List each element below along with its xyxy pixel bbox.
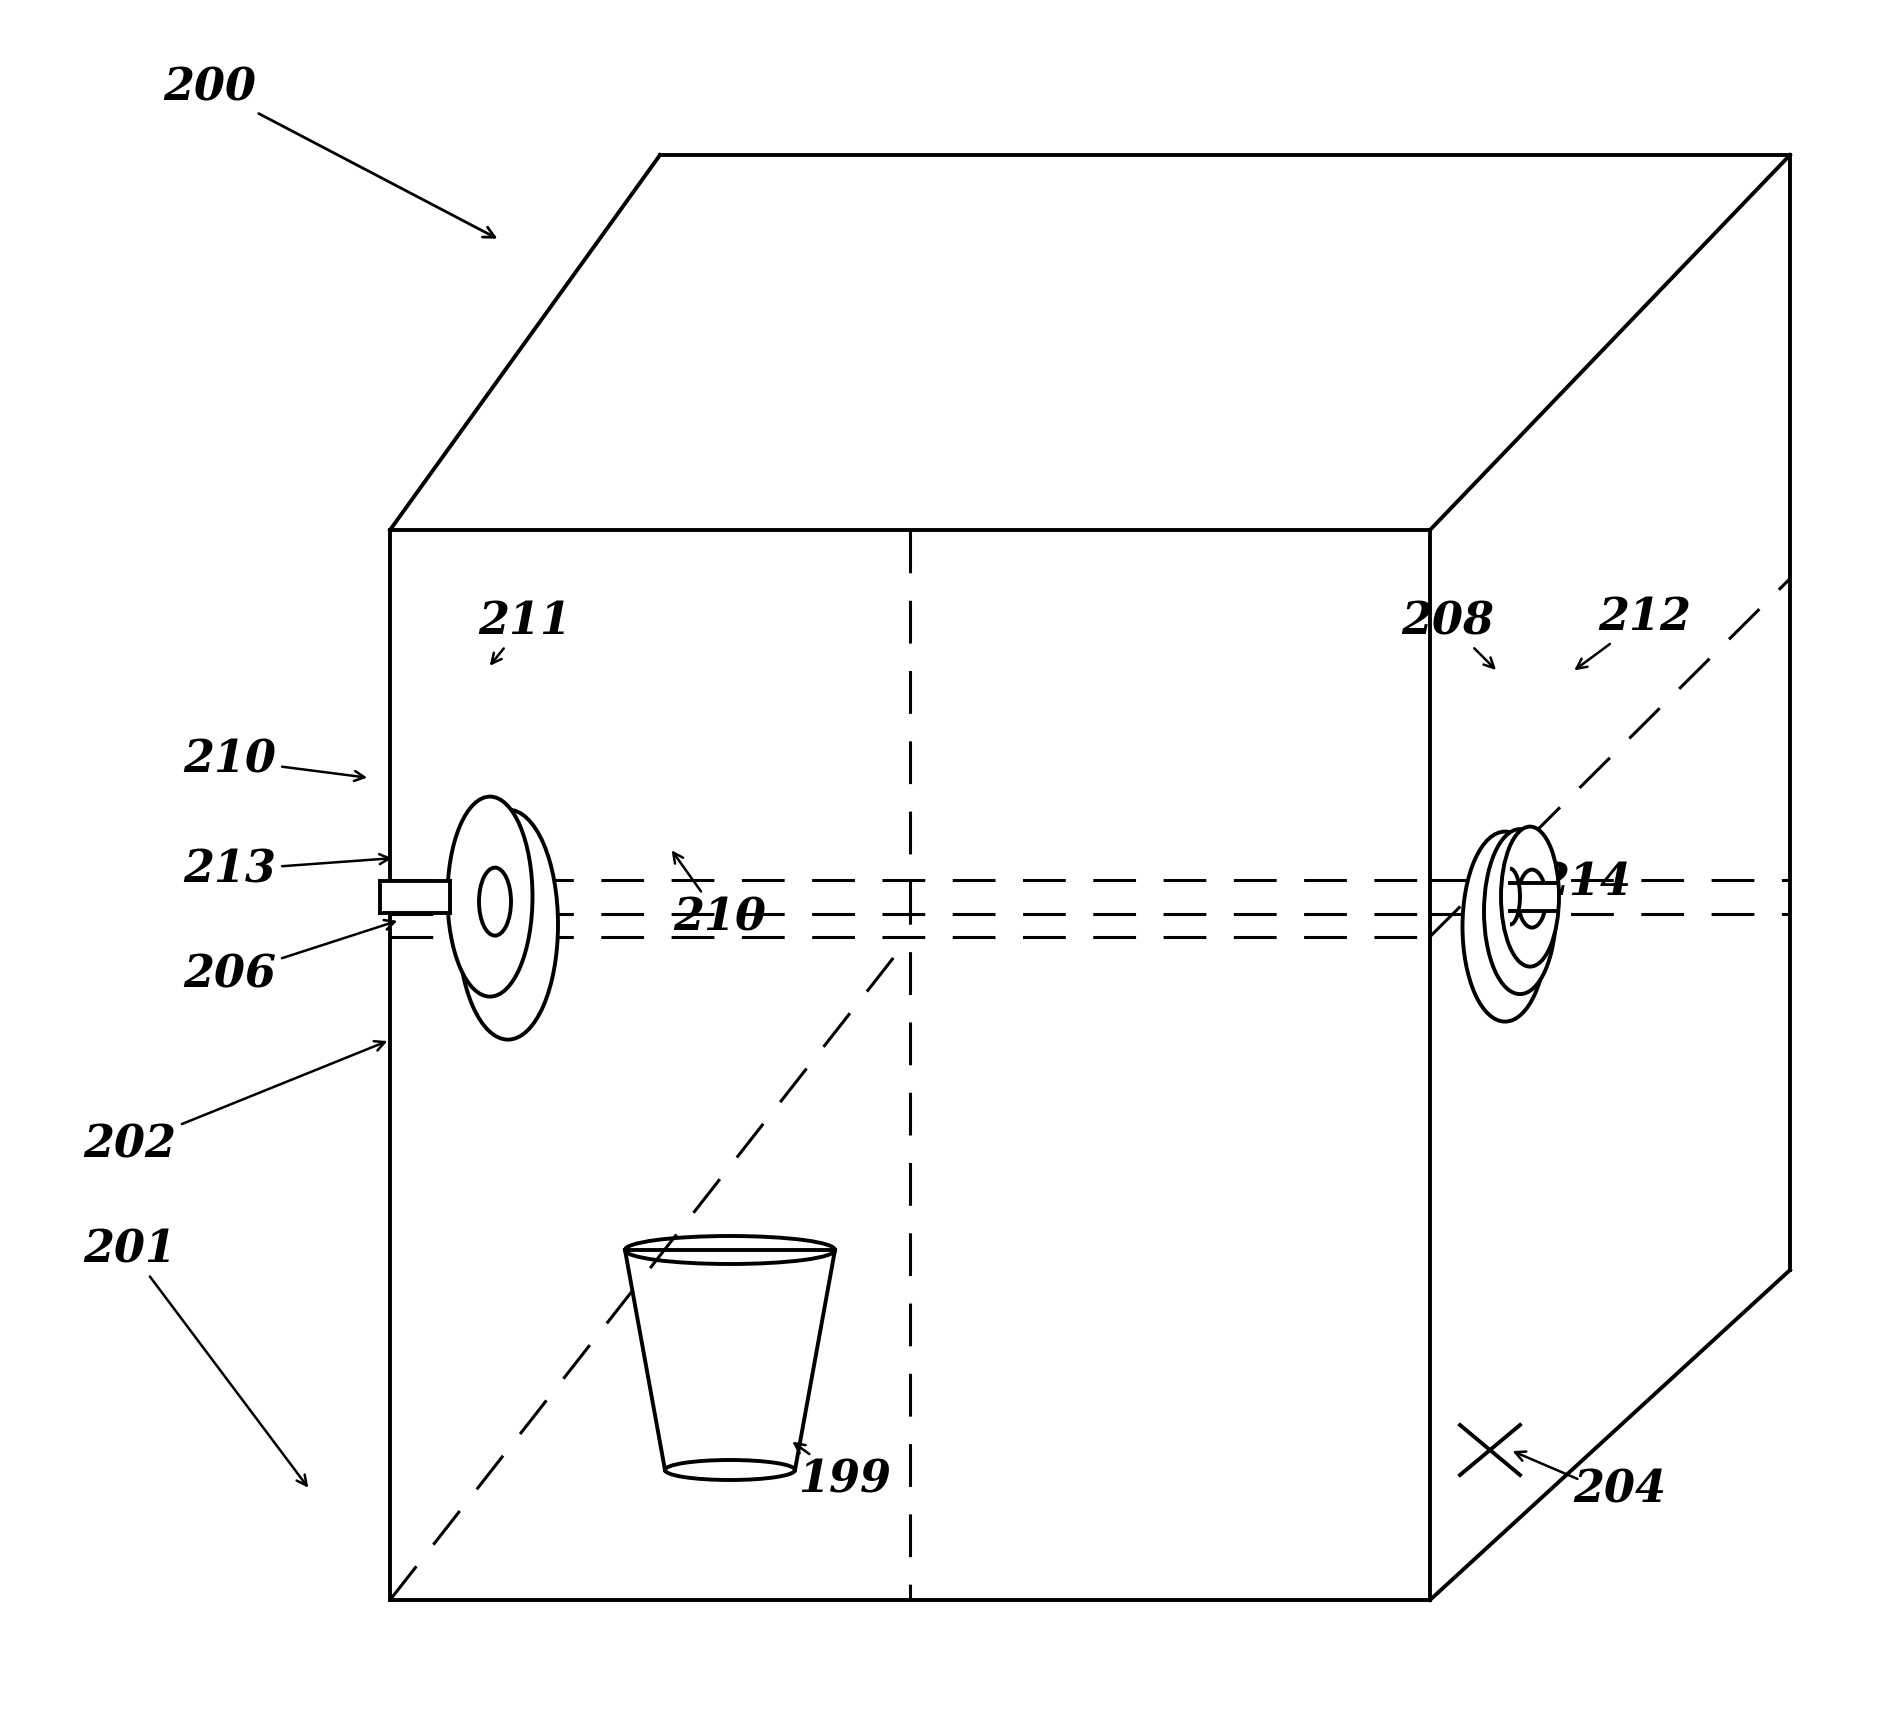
Ellipse shape <box>1463 832 1547 1022</box>
Text: 201: 201 <box>83 1228 306 1485</box>
Text: 210: 210 <box>672 853 766 939</box>
Ellipse shape <box>1484 829 1557 995</box>
Ellipse shape <box>458 810 558 1040</box>
Ellipse shape <box>665 1459 794 1480</box>
Text: 213: 213 <box>184 848 389 891</box>
Text: 214: 214 <box>1536 858 1632 903</box>
Text: 202: 202 <box>83 1041 385 1166</box>
Ellipse shape <box>479 867 511 936</box>
Text: 210: 210 <box>184 739 364 782</box>
Text: 204: 204 <box>1574 1468 1666 1511</box>
Ellipse shape <box>447 796 533 996</box>
Text: 208: 208 <box>1401 601 1495 668</box>
Text: 200: 200 <box>163 67 494 237</box>
FancyBboxPatch shape <box>1510 882 1555 910</box>
Text: 211: 211 <box>479 601 571 663</box>
Text: 212: 212 <box>1576 596 1692 668</box>
FancyBboxPatch shape <box>379 881 451 912</box>
Ellipse shape <box>1517 870 1546 927</box>
Text: 206: 206 <box>184 920 394 996</box>
Text: 199: 199 <box>794 1444 892 1501</box>
Ellipse shape <box>1501 827 1559 967</box>
